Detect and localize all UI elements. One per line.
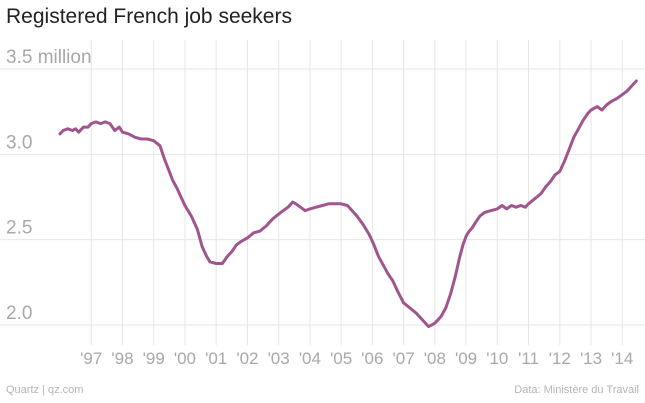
- x-tick-label: '05: [330, 349, 352, 368]
- x-tick-label: '04: [299, 349, 321, 368]
- x-tick-labels: '97 '98 '99 '00 '01 '02 '03 '04 '05 '06 '07 '08 '09 '…: [80, 349, 633, 368]
- y-tick-label: 3.5 million: [6, 47, 92, 68]
- x-tick-label: '13: [580, 349, 602, 368]
- y-tick-label: 2.0: [6, 303, 32, 324]
- x-tick-label: '02: [236, 349, 258, 368]
- x-tick-label: '98: [111, 349, 133, 368]
- y-gridlines: [0, 68, 645, 326]
- x-tick-label: '97: [80, 349, 102, 368]
- y-tick-label: 2.5: [6, 218, 32, 239]
- series-line: [58, 79, 638, 329]
- x-gridlines: [90, 40, 623, 345]
- x-tick-label: '07: [393, 349, 415, 368]
- x-tick-label: '00: [174, 349, 196, 368]
- footer-source: Quartz | qz.com: [6, 384, 84, 396]
- x-tick-label: '06: [361, 349, 383, 368]
- footer-credit: Data: Ministère du Travail: [514, 384, 639, 396]
- x-tick-label: '08: [424, 349, 446, 368]
- x-tick-label: '11: [518, 349, 539, 368]
- x-tick-label: '12: [549, 349, 571, 368]
- x-tick-label: '10: [486, 349, 508, 368]
- x-tick-label: '01: [205, 349, 227, 368]
- x-tick-label: '03: [268, 349, 290, 368]
- x-tick-label: '14: [611, 349, 633, 368]
- y-tick-labels: 3.5 million 3.0 2.5 2.0: [6, 47, 92, 324]
- x-tick-label: '09: [455, 349, 477, 368]
- y-tick-label: 3.0: [6, 132, 32, 153]
- x-tick-label: '99: [143, 349, 165, 368]
- chart-title: Registered French job seekers: [6, 5, 292, 28]
- series-group: [58, 79, 638, 329]
